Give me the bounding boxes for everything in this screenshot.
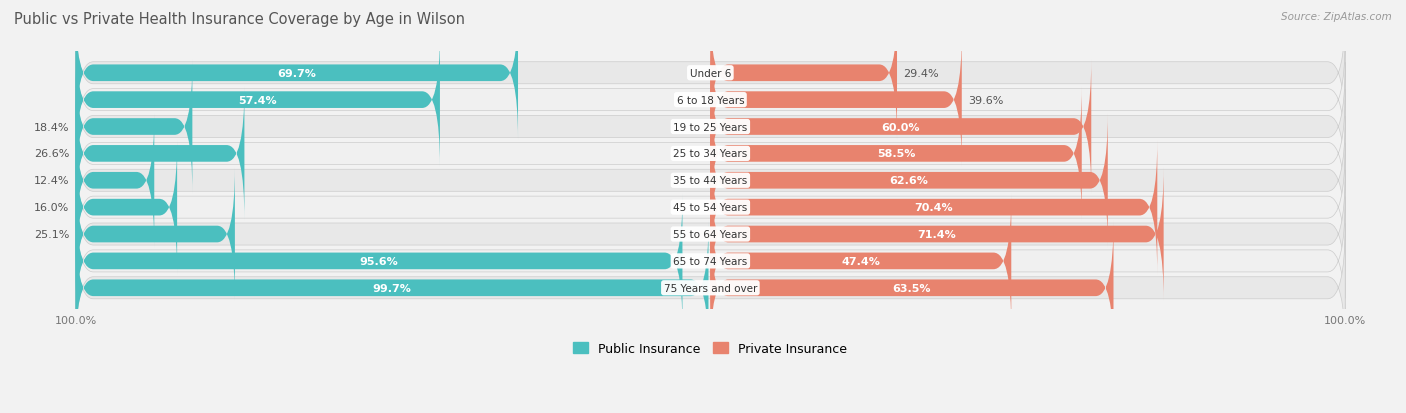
Text: 35 to 44 Years: 35 to 44 Years (673, 176, 748, 186)
Text: 25.1%: 25.1% (34, 230, 69, 240)
Text: 47.4%: 47.4% (841, 256, 880, 266)
Text: 70.4%: 70.4% (914, 203, 953, 213)
Text: 99.7%: 99.7% (373, 283, 412, 293)
Text: 39.6%: 39.6% (969, 95, 1004, 105)
Text: 25 to 34 Years: 25 to 34 Years (673, 149, 748, 159)
Text: 12.4%: 12.4% (34, 176, 69, 186)
FancyBboxPatch shape (76, 221, 709, 355)
Legend: Public Insurance, Private Insurance: Public Insurance, Private Insurance (568, 337, 852, 360)
FancyBboxPatch shape (76, 117, 1346, 245)
FancyBboxPatch shape (710, 33, 962, 167)
FancyBboxPatch shape (76, 33, 440, 167)
FancyBboxPatch shape (76, 224, 1346, 352)
Text: 19 to 25 Years: 19 to 25 Years (673, 122, 748, 132)
Text: Public vs Private Health Insurance Coverage by Age in Wilson: Public vs Private Health Insurance Cover… (14, 12, 465, 27)
Text: 71.4%: 71.4% (918, 230, 956, 240)
FancyBboxPatch shape (76, 168, 235, 301)
FancyBboxPatch shape (76, 195, 682, 328)
Text: Under 6: Under 6 (690, 69, 731, 78)
Text: 29.4%: 29.4% (904, 69, 939, 78)
FancyBboxPatch shape (710, 141, 1157, 274)
FancyBboxPatch shape (76, 7, 517, 140)
FancyBboxPatch shape (76, 197, 1346, 325)
Text: 57.4%: 57.4% (239, 95, 277, 105)
Text: 45 to 54 Years: 45 to 54 Years (673, 203, 748, 213)
Text: 69.7%: 69.7% (277, 69, 316, 78)
Text: 63.5%: 63.5% (893, 283, 931, 293)
FancyBboxPatch shape (76, 144, 1346, 272)
Text: 75 Years and over: 75 Years and over (664, 283, 756, 293)
FancyBboxPatch shape (76, 9, 1346, 138)
Text: 60.0%: 60.0% (882, 122, 920, 132)
Text: 16.0%: 16.0% (34, 203, 69, 213)
Text: 95.6%: 95.6% (360, 256, 398, 266)
Text: 55 to 64 Years: 55 to 64 Years (673, 230, 748, 240)
FancyBboxPatch shape (76, 114, 155, 247)
Text: 58.5%: 58.5% (877, 149, 915, 159)
Text: 65 to 74 Years: 65 to 74 Years (673, 256, 748, 266)
FancyBboxPatch shape (76, 171, 1346, 299)
Text: Source: ZipAtlas.com: Source: ZipAtlas.com (1281, 12, 1392, 22)
FancyBboxPatch shape (710, 60, 1091, 194)
FancyBboxPatch shape (76, 60, 193, 194)
FancyBboxPatch shape (710, 87, 1081, 221)
Text: 6 to 18 Years: 6 to 18 Years (676, 95, 744, 105)
FancyBboxPatch shape (76, 141, 177, 274)
FancyBboxPatch shape (710, 221, 1114, 355)
FancyBboxPatch shape (76, 90, 1346, 218)
Text: 18.4%: 18.4% (34, 122, 69, 132)
FancyBboxPatch shape (710, 7, 897, 140)
FancyBboxPatch shape (710, 114, 1108, 247)
FancyBboxPatch shape (76, 36, 1346, 164)
FancyBboxPatch shape (76, 63, 1346, 191)
Text: 26.6%: 26.6% (34, 149, 69, 159)
Text: 62.6%: 62.6% (890, 176, 928, 186)
FancyBboxPatch shape (710, 168, 1164, 301)
FancyBboxPatch shape (710, 195, 1011, 328)
FancyBboxPatch shape (76, 87, 245, 221)
